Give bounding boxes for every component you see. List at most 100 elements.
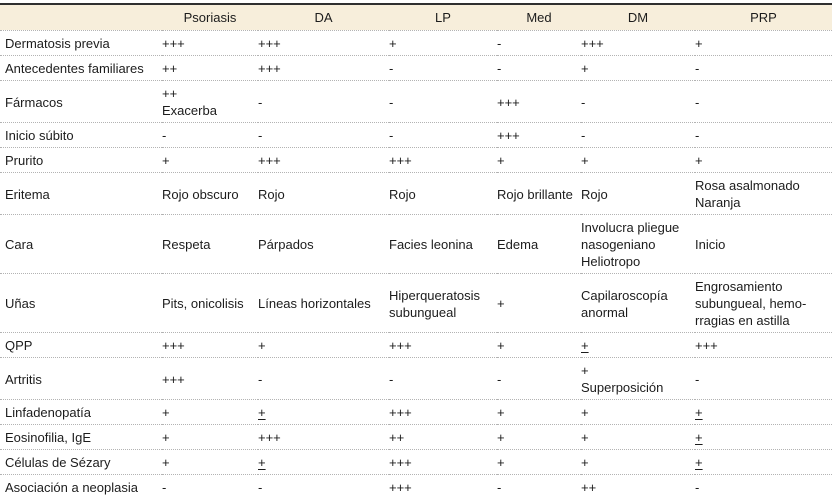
cell: -: [695, 122, 832, 148]
table-row: Cara Respeta Párpados Facies leonina Edema In…: [0, 214, 832, 274]
cell: Rojo: [389, 172, 497, 215]
cell: +: [497, 273, 581, 333]
table-body: Dermatosis previa +++ +++ + - +++ + Antecedente…: [0, 30, 832, 497]
cell: +: [162, 399, 258, 425]
cell: +: [695, 147, 832, 173]
cell: -: [695, 357, 832, 400]
plus-minus-symbol: +: [581, 338, 589, 353]
row-label: QPP: [0, 332, 162, 358]
cell: +: [497, 449, 581, 475]
cell: + Superposición: [581, 357, 695, 400]
cell: Rojo obscuro: [162, 172, 258, 215]
table-row: Linfadenopatía + + +++ + + +: [0, 399, 832, 425]
cell: +: [389, 30, 497, 56]
cell: +: [695, 424, 832, 450]
plus-minus-symbol: +: [695, 405, 703, 420]
cell: Rojo: [258, 172, 389, 215]
row-label: Fármacos: [0, 80, 162, 123]
cell: Edema: [497, 214, 581, 274]
cell: +: [581, 449, 695, 475]
cell: -: [258, 474, 389, 497]
cell: -: [162, 474, 258, 497]
column-header-da: DA: [258, 4, 389, 31]
cell: Capilaroscopía anormal: [581, 273, 695, 333]
row-label: Artritis: [0, 357, 162, 400]
cell: -: [162, 122, 258, 148]
cell: +++: [389, 147, 497, 173]
cell: +: [258, 399, 389, 425]
cell: Pits, onicolisis: [162, 273, 258, 333]
table-row: Fármacos ++ Exacerba - - +++ - -: [0, 80, 832, 123]
column-header-psoriasis: Psoriasis: [162, 4, 258, 31]
row-label: Antecedentes familiares: [0, 55, 162, 81]
cell: +: [162, 424, 258, 450]
cell: +: [581, 55, 695, 81]
cell: Rosa asalmonado Naranja: [695, 172, 832, 215]
cell: -: [258, 80, 389, 123]
table-row: Células de Sézary + + +++ + + +: [0, 449, 832, 475]
table-row: Antecedentes familiares ++ +++ - - + -: [0, 55, 832, 81]
cell: -: [581, 80, 695, 123]
plus-minus-symbol: +: [695, 455, 703, 470]
cell: ++: [389, 424, 497, 450]
cell: -: [258, 357, 389, 400]
cell: Involucra pliegue nasogeniano Heliotropo: [581, 214, 695, 274]
cell: -: [497, 30, 581, 56]
column-header-dm: DM: [581, 4, 695, 31]
cell: +: [258, 332, 389, 358]
cell: +: [162, 449, 258, 475]
cell: Engrosamiento subungueal, hemo- rragias …: [695, 273, 832, 333]
row-label: Células de Sézary: [0, 449, 162, 475]
cell: +++: [695, 332, 832, 358]
table-row: Inicio súbito - - - +++ - -: [0, 122, 832, 148]
row-label: Prurito: [0, 147, 162, 173]
cell: Líneas horizontales: [258, 273, 389, 333]
cell: -: [695, 80, 832, 123]
column-header-med: Med: [497, 4, 581, 31]
cell: -: [258, 122, 389, 148]
row-label-column-header: [0, 4, 162, 31]
table-row: QPP +++ + +++ + + +++: [0, 332, 832, 358]
cell: +: [695, 30, 832, 56]
column-header-lp: LP: [389, 4, 497, 31]
cell: Inicio: [695, 214, 832, 274]
cell: -: [389, 80, 497, 123]
cell: +: [497, 424, 581, 450]
cell: +++: [162, 357, 258, 400]
header-row: Psoriasis DA LP Med DM PRP: [0, 4, 832, 31]
cell: ++: [581, 474, 695, 497]
cell: +: [162, 147, 258, 173]
table-row: Eosinofilia, IgE + +++ ++ + + +: [0, 424, 832, 450]
cell: Párpados: [258, 214, 389, 274]
table-row: Artritis +++ - - - + Superposición -: [0, 357, 832, 400]
cell: -: [497, 357, 581, 400]
cell: Respeta: [162, 214, 258, 274]
cell: +++: [162, 30, 258, 56]
cell: +: [695, 399, 832, 425]
row-label: Asociación a neoplasia: [0, 474, 162, 497]
cell: +: [695, 449, 832, 475]
cell: +++: [162, 332, 258, 358]
cell: -: [695, 55, 832, 81]
column-header-prp: PRP: [695, 4, 832, 31]
cell: +++: [258, 424, 389, 450]
table-row: Dermatosis previa +++ +++ + - +++ +: [0, 30, 832, 56]
cell: -: [389, 357, 497, 400]
cell: ++ Exacerba: [162, 80, 258, 123]
row-label: Linfadenopatía: [0, 399, 162, 425]
cell: +++: [497, 122, 581, 148]
cell: +: [497, 332, 581, 358]
table-row: Eritema Rojo obscuro Rojo Rojo Rojo brillant…: [0, 172, 832, 215]
cell: ++: [162, 55, 258, 81]
row-label: Eosinofilia, IgE: [0, 424, 162, 450]
row-label: Inicio súbito: [0, 122, 162, 148]
cell: +++: [389, 332, 497, 358]
cell: +++: [389, 449, 497, 475]
cell: +++: [258, 147, 389, 173]
cell: +: [581, 332, 695, 358]
cell: +++: [389, 399, 497, 425]
plus-minus-symbol: +: [258, 455, 266, 470]
cell: +++: [497, 80, 581, 123]
cell: Rojo brillante: [497, 172, 581, 215]
cell: -: [389, 55, 497, 81]
